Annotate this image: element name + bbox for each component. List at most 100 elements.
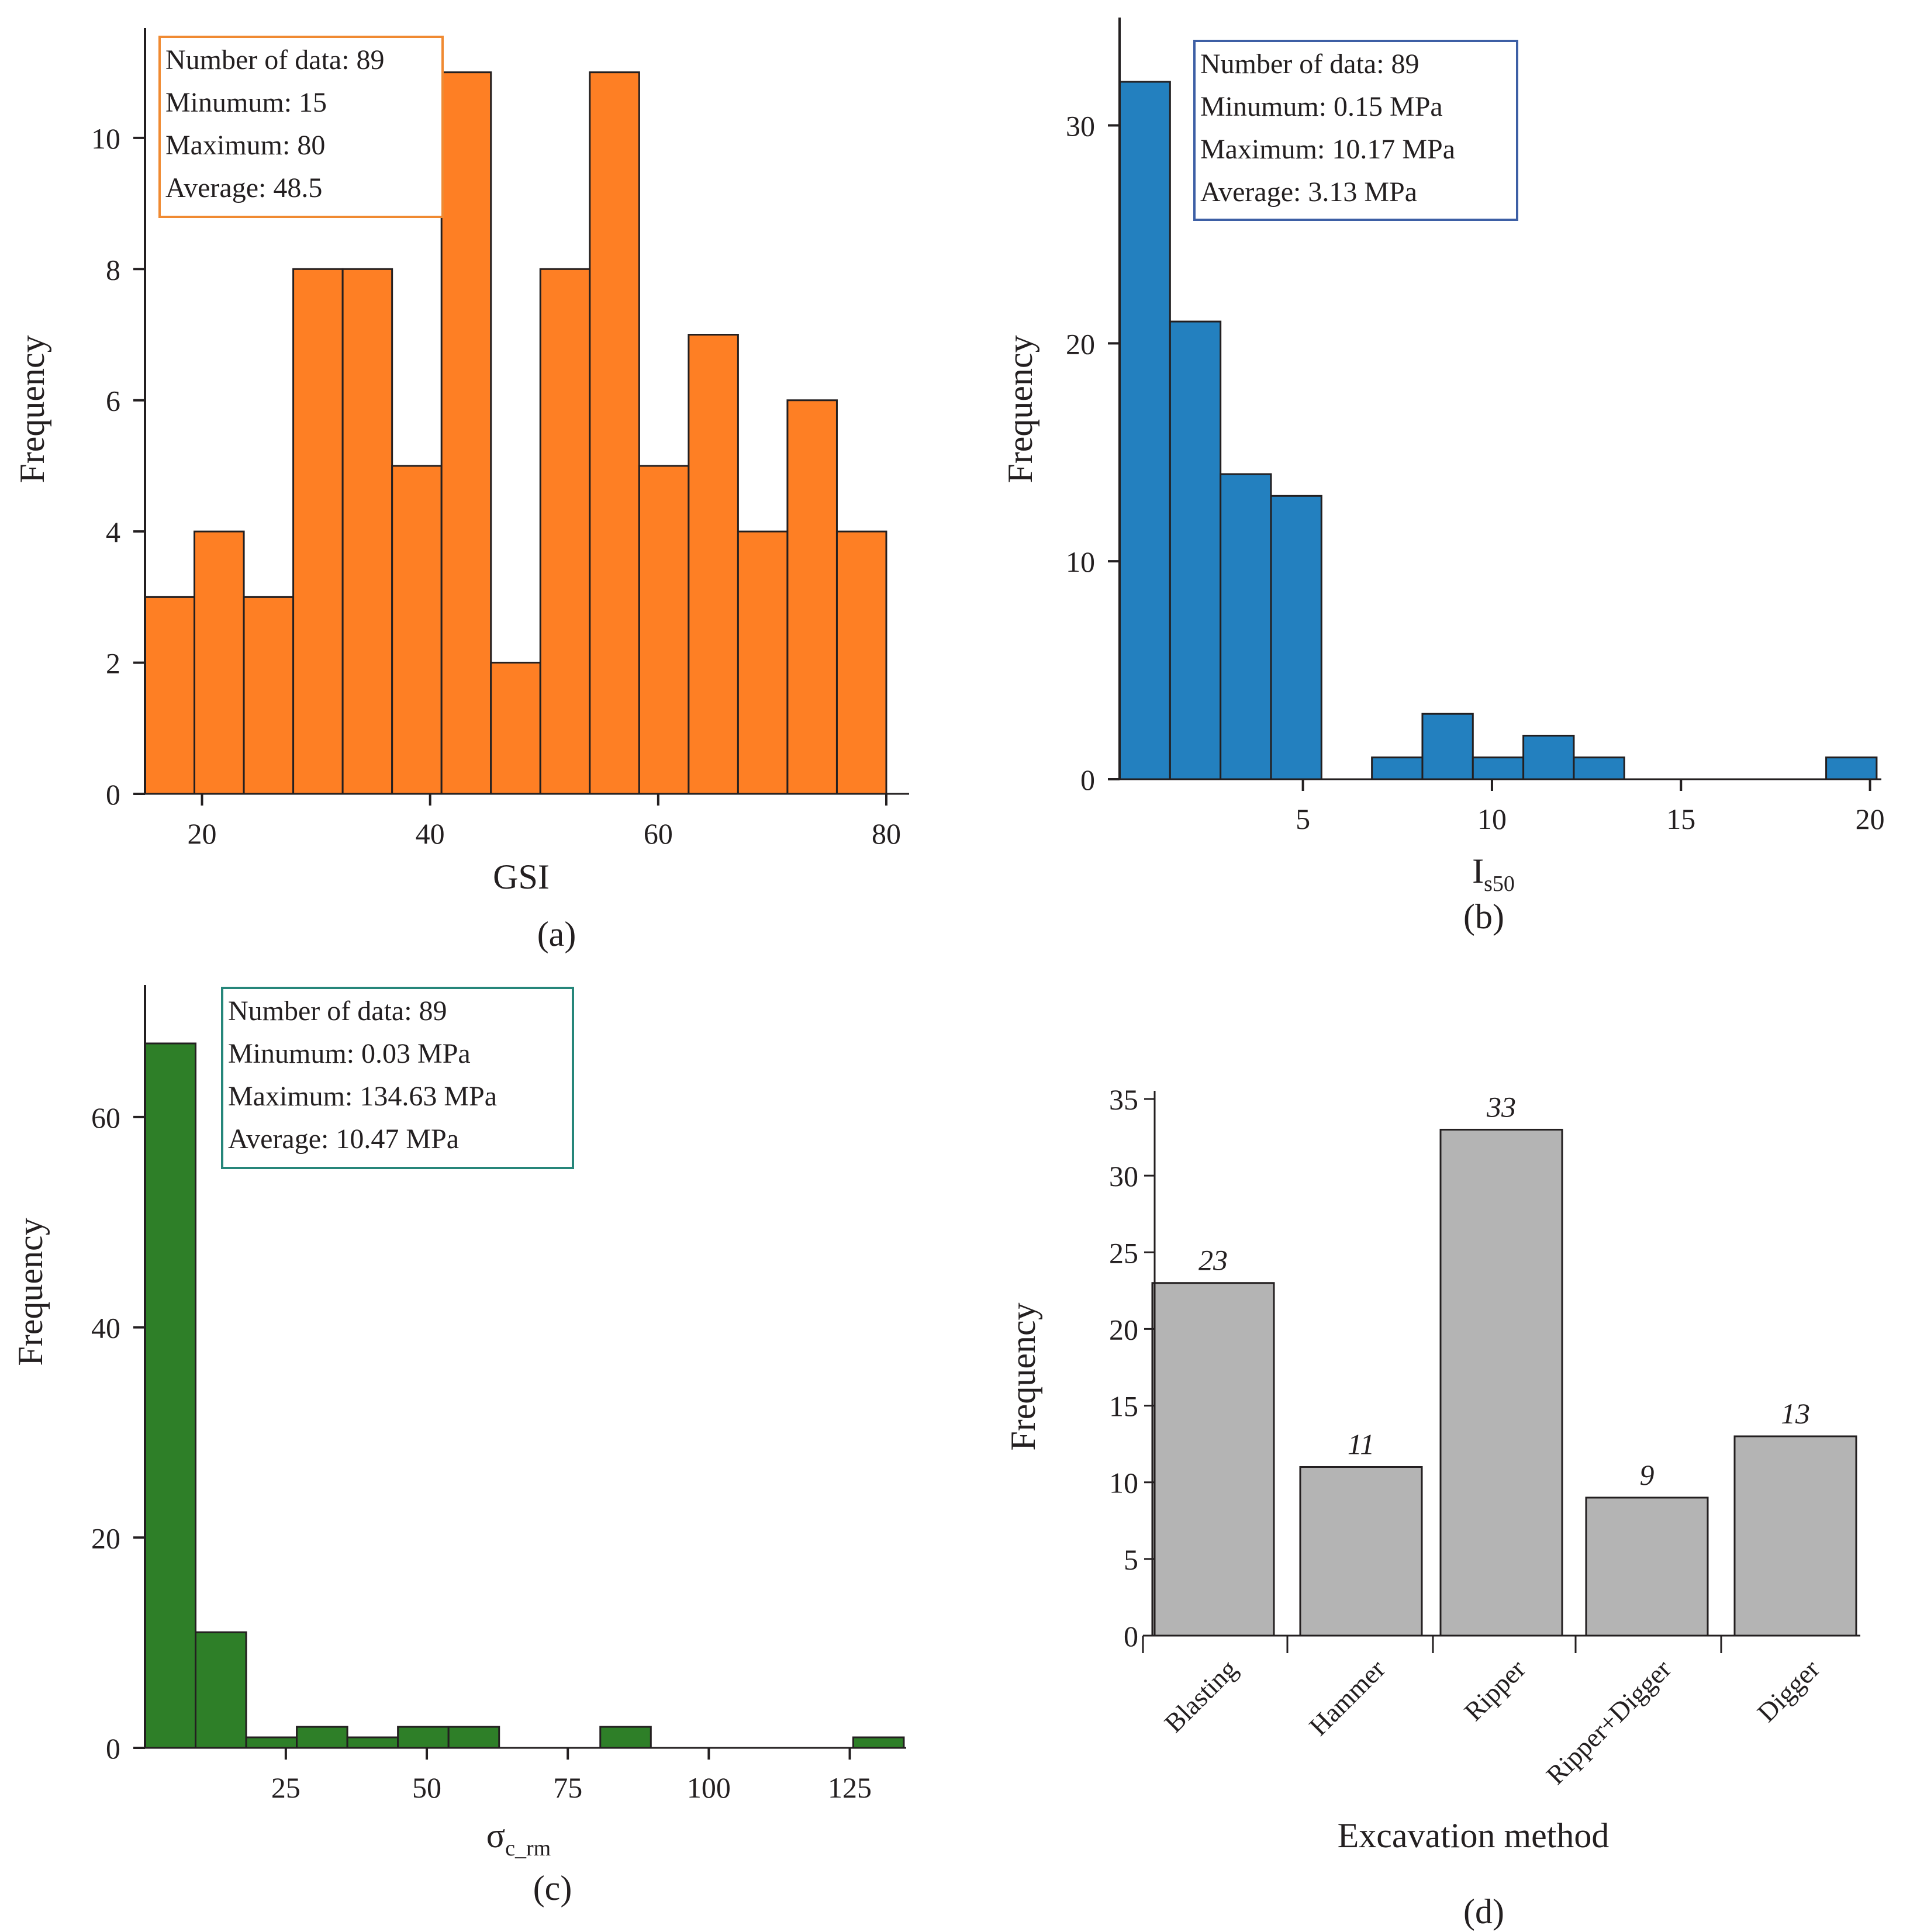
x-axis-label-main: I — [1472, 852, 1484, 890]
x-tick-label: 75 — [553, 1771, 582, 1804]
bar-value-label: 11 — [1348, 1428, 1374, 1460]
stats-line: Minumum: 15 — [165, 87, 327, 118]
y-tick-label: 0 — [1124, 1620, 1138, 1653]
x-tick-label: 40 — [416, 817, 445, 850]
histogram-bar — [1371, 756, 1424, 780]
histogram-bar — [397, 1726, 450, 1749]
histogram-bar — [144, 596, 196, 795]
histogram-bar — [589, 71, 640, 795]
histogram-bar — [1270, 495, 1322, 780]
histogram-bar — [296, 1726, 348, 1749]
histogram-bar — [539, 268, 591, 795]
stats-line: Maximum: 10.17 MPa — [1200, 134, 1455, 165]
y-axis-label: Frequency — [11, 1218, 50, 1366]
y-tick-label: 15 — [1109, 1390, 1138, 1423]
histogram-bar — [144, 1042, 197, 1749]
histogram-bar — [346, 1736, 399, 1749]
bar-value-label: 13 — [1781, 1397, 1810, 1430]
histogram-bar — [599, 1726, 652, 1749]
histogram-bar — [490, 662, 541, 795]
x-category-label: Hammer — [1303, 1654, 1391, 1741]
category-bar — [1299, 1466, 1423, 1637]
x-tick-label: 5 — [1296, 803, 1310, 835]
histogram-bar — [292, 268, 344, 795]
histogram-bar — [440, 71, 492, 795]
category-bar — [1733, 1435, 1857, 1637]
x-axis-label: GSI — [493, 858, 550, 896]
y-tick-label: 30 — [1066, 109, 1095, 142]
stats-line: Average: 48.5 — [165, 172, 322, 203]
stats-line: Number of data: 89 — [228, 996, 447, 1027]
x-tick-label: 125 — [828, 1771, 872, 1804]
stats-box — [158, 36, 444, 218]
histogram-bar — [1472, 756, 1525, 780]
histogram-bar — [195, 1631, 247, 1749]
y-tick-label: 35 — [1109, 1083, 1138, 1116]
category-bar — [1151, 1282, 1275, 1637]
histogram-bar — [245, 1736, 298, 1749]
x-tick-label: 10 — [1477, 803, 1507, 835]
x-axis-label-main: σ — [486, 1816, 505, 1855]
y-axis-label: Frequency — [1004, 1302, 1042, 1450]
histogram-bar — [391, 465, 443, 795]
y-tick-label: 30 — [1109, 1160, 1138, 1193]
y-tick-label: 20 — [1066, 327, 1095, 360]
x-axis-label-subscript: c_rm — [505, 1836, 551, 1861]
y-tick-label: 40 — [91, 1312, 120, 1345]
histogram-bar — [194, 530, 245, 795]
histogram-bar — [341, 268, 393, 795]
y-tick-label: 5 — [1124, 1543, 1138, 1576]
histogram-bar — [1118, 81, 1171, 780]
stats-line: Maximum: 80 — [165, 130, 325, 161]
panel-b-is50-histogram: 0 10 20 30 5 10 15 20 Frequency Is50(b) Number of … — [1001, 18, 1885, 936]
category-bar — [1439, 1128, 1563, 1637]
panel-c-sigma-crm-histogram: 0 20 40 60 25 50 75 100 125 Frequency σc_rm (c) Numb… — [11, 985, 906, 1907]
stats-line: Maximum: 134.63 MPa — [228, 1081, 497, 1112]
y-tick-label: 60 — [91, 1101, 120, 1134]
x-tick-label: 20 — [188, 817, 217, 850]
histogram-bar — [852, 1736, 905, 1749]
x-tick-label: 60 — [644, 817, 673, 850]
x-axis-label: Excavation method — [1338, 1816, 1609, 1855]
histogram-bar — [1573, 756, 1625, 780]
histogram-bar — [1522, 734, 1575, 780]
bar-value-label: 23 — [1199, 1244, 1228, 1277]
y-tick-label: 10 — [1109, 1467, 1138, 1499]
y-tick-label: 25 — [1109, 1236, 1138, 1269]
x-axis-label-subscript: s50 — [1484, 872, 1515, 896]
panel-label: (c) — [533, 1869, 572, 1907]
y-tick-label: 2 — [106, 647, 120, 680]
y-tick-label: 0 — [106, 1732, 120, 1765]
histogram-bar — [1421, 713, 1474, 780]
x-category-label: Digger — [1752, 1654, 1825, 1727]
histogram-bar — [835, 530, 887, 795]
stats-box — [221, 987, 574, 1169]
y-tick-label: 0 — [106, 778, 120, 811]
x-tick-label: 15 — [1666, 803, 1695, 835]
panel-a-gsi-histogram: 0 2 4 6 8 10 20 40 60 80 Frequency GSI (a) Number of … — [13, 28, 909, 953]
stats-line: Average: 10.47 MPa — [228, 1124, 459, 1155]
stats-line: Minumum: 0.15 MPa — [1200, 91, 1443, 122]
panel-label: (a) — [537, 915, 576, 953]
y-tick-label: 20 — [91, 1522, 120, 1554]
panel-label: (b) — [1463, 897, 1504, 936]
histogram-bar — [1825, 756, 1878, 780]
y-tick-label: 8 — [106, 253, 120, 286]
y-tick-label: 4 — [106, 516, 120, 548]
histogram-bar — [638, 465, 690, 795]
stats-box — [1193, 40, 1518, 221]
x-category-label: Blasting — [1159, 1654, 1243, 1738]
stats-line: Minumum: 0.03 MPa — [228, 1038, 471, 1069]
bar-value-label: 9 — [1640, 1458, 1655, 1491]
x-axis-label: σc_rm — [486, 1816, 551, 1861]
y-tick-label: 10 — [91, 122, 120, 155]
stats-line: Number of data: 89 — [1200, 49, 1419, 80]
histogram-bar — [447, 1726, 500, 1749]
histogram-bar — [688, 334, 739, 795]
category-bar — [1585, 1496, 1709, 1637]
x-axis-label: Is50 — [1472, 852, 1515, 896]
x-tick-label: 100 — [687, 1771, 731, 1804]
y-axis-label: Frequency — [1001, 335, 1039, 483]
histogram-bar — [1169, 320, 1222, 780]
